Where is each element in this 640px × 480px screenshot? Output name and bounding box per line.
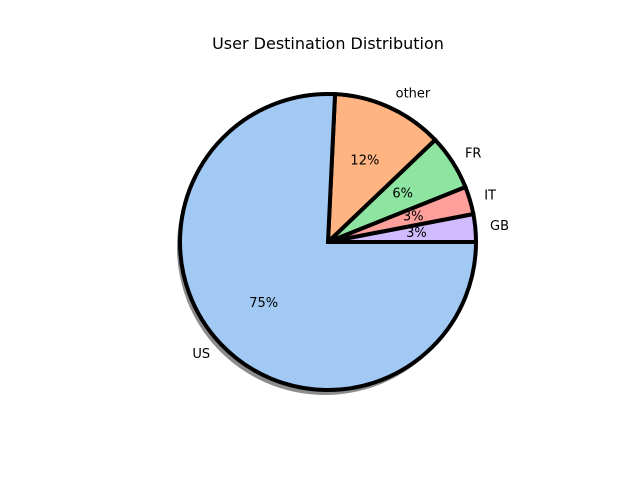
percent-label-other: 12%: [350, 154, 379, 169]
pie-slices: [178, 92, 479, 392]
pie-slice-us: [178, 92, 479, 392]
slice-label-gb: GB: [490, 219, 509, 234]
slice-label-fr: FR: [465, 146, 482, 161]
slice-label-other: other: [396, 86, 431, 101]
slice-label-it: IT: [484, 189, 496, 204]
pie-slice-other: [325, 92, 438, 247]
percent-label-us: 75%: [249, 296, 278, 311]
percent-label-it: 3%: [403, 209, 424, 224]
pie-labels: GB 3% IT 3% FR 6% other 12% US 75%: [192, 86, 509, 361]
slice-label-us: US: [192, 347, 210, 362]
percent-label-fr: 6%: [392, 186, 413, 201]
percent-label-gb: 3%: [406, 226, 427, 241]
chart-title: User Destination Distribution: [212, 34, 444, 53]
